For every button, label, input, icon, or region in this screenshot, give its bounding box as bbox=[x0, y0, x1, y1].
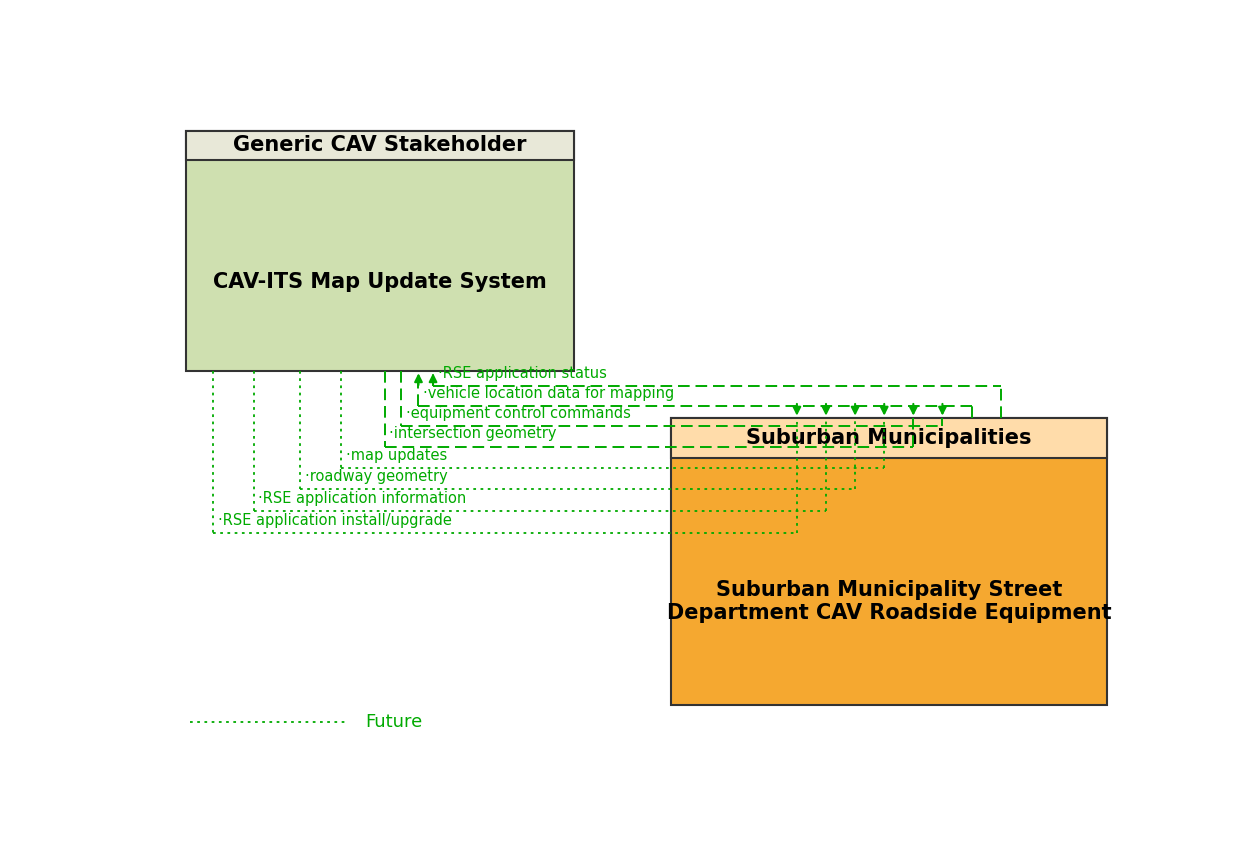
Text: ·vehicle location data for mapping: ·vehicle location data for mapping bbox=[423, 386, 675, 401]
Text: Suburban Municipality Street
Department CAV Roadside Equipment: Suburban Municipality Street Department … bbox=[667, 579, 1112, 623]
Text: ·RSE application install/upgrade: ·RSE application install/upgrade bbox=[218, 513, 452, 528]
Text: ·RSE application status: ·RSE application status bbox=[438, 366, 607, 381]
Text: ·RSE application information: ·RSE application information bbox=[258, 491, 467, 506]
Text: ·equipment control commands: ·equipment control commands bbox=[406, 406, 631, 421]
Bar bbox=[671, 418, 1107, 705]
Text: ·map updates: ·map updates bbox=[346, 447, 447, 462]
Bar bbox=[671, 418, 1107, 458]
Text: CAV-ITS Map Update System: CAV-ITS Map Update System bbox=[213, 272, 547, 292]
Text: ·intersection geometry: ·intersection geometry bbox=[389, 427, 557, 441]
Text: ·roadway geometry: ·roadway geometry bbox=[305, 469, 448, 484]
Text: Suburban Municipalities: Suburban Municipalities bbox=[746, 428, 1032, 448]
Bar bbox=[185, 131, 573, 371]
Bar bbox=[185, 131, 573, 160]
Text: Generic CAV Stakeholder: Generic CAV Stakeholder bbox=[233, 135, 526, 155]
Text: Future: Future bbox=[366, 713, 422, 731]
